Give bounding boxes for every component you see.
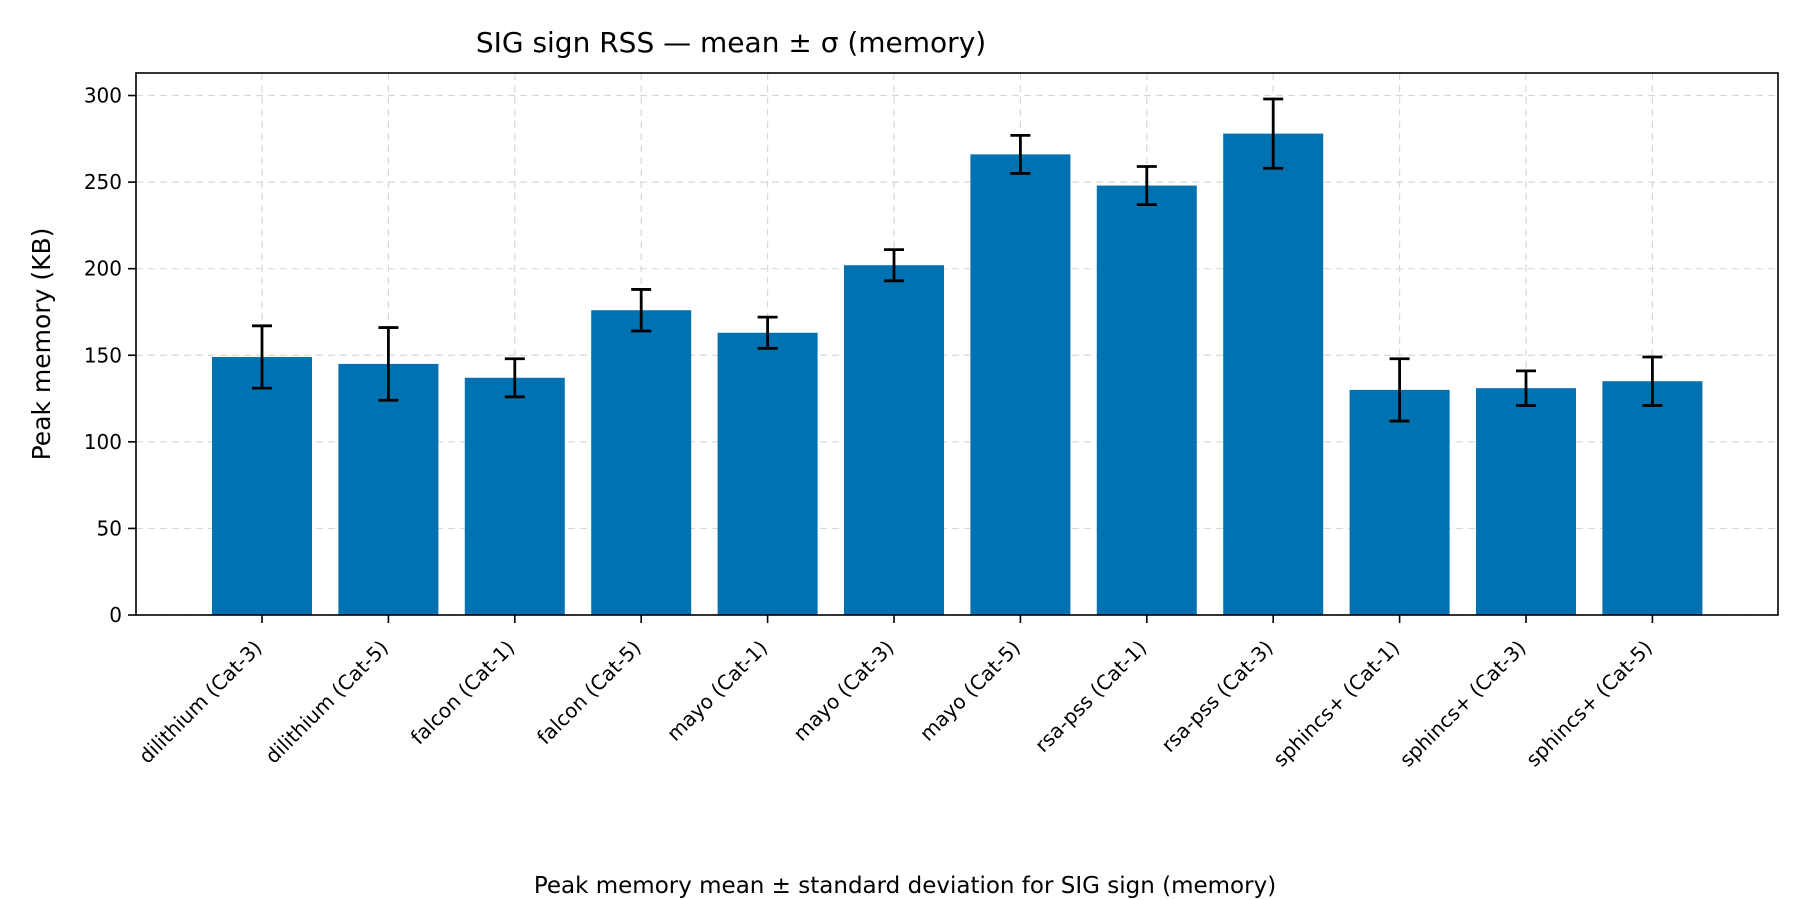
error-bars-layer xyxy=(252,97,1663,423)
y-tick-label: 250 xyxy=(84,170,122,194)
chart-title: SIG sign RSS — mean ± σ (memory) xyxy=(476,26,986,59)
plot-frame xyxy=(135,72,1779,616)
bar xyxy=(1223,133,1324,615)
bar xyxy=(591,310,692,615)
x-tick-label: rsa-pss (Cat-1) xyxy=(1030,636,1151,757)
bar xyxy=(338,363,439,615)
y-axis: 0 50 100 150 200 250 300 xyxy=(84,84,136,627)
bar xyxy=(844,265,944,615)
bar xyxy=(1349,389,1450,615)
bar xyxy=(1096,185,1197,615)
chart-caption: Peak memory mean ± standard deviation fo… xyxy=(534,873,1276,899)
x-tick-label: sphincs+ (Cat-1) xyxy=(1268,636,1404,772)
y-tick-label: 150 xyxy=(84,343,122,367)
y-tick-label: 50 xyxy=(97,516,122,540)
y-tick-label: 200 xyxy=(84,257,122,281)
x-tick-label: sphincs+ (Cat-5) xyxy=(1521,636,1657,772)
bar xyxy=(212,356,312,615)
y-tick-label: 100 xyxy=(84,430,122,454)
x-axis: dilithium (Cat-3)dilithium (Cat-5) falcon… xyxy=(134,615,1657,771)
y-axis-label: Peak memory (KB) xyxy=(27,228,56,461)
x-tick-label: mayo (Cat-1) xyxy=(662,636,772,746)
bar xyxy=(970,154,1071,615)
x-tick-label: falcon (Cat-1) xyxy=(406,636,520,750)
x-tick-label: mayo (Cat-3) xyxy=(788,636,898,746)
bar xyxy=(717,332,818,615)
x-tick-label: falcon (Cat-5) xyxy=(532,636,646,750)
x-tick-label: rsa-pss (Cat-3) xyxy=(1156,636,1277,757)
x-tick-label: mayo (Cat-5) xyxy=(915,636,1025,746)
x-tick-label: dilithium (Cat-3) xyxy=(134,636,267,769)
bars-layer xyxy=(212,133,1703,615)
x-tick-label: dilithium (Cat-5) xyxy=(260,636,393,769)
bar xyxy=(1602,381,1703,615)
x-tick-label: sphincs+ (Cat-3) xyxy=(1395,636,1531,772)
bar xyxy=(1476,388,1576,615)
y-tick-label: 0 xyxy=(109,603,122,627)
y-tick-label: 300 xyxy=(84,84,122,108)
bar xyxy=(464,377,565,615)
